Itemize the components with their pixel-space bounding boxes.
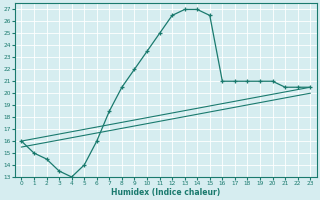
X-axis label: Humidex (Indice chaleur): Humidex (Indice chaleur)	[111, 188, 220, 197]
